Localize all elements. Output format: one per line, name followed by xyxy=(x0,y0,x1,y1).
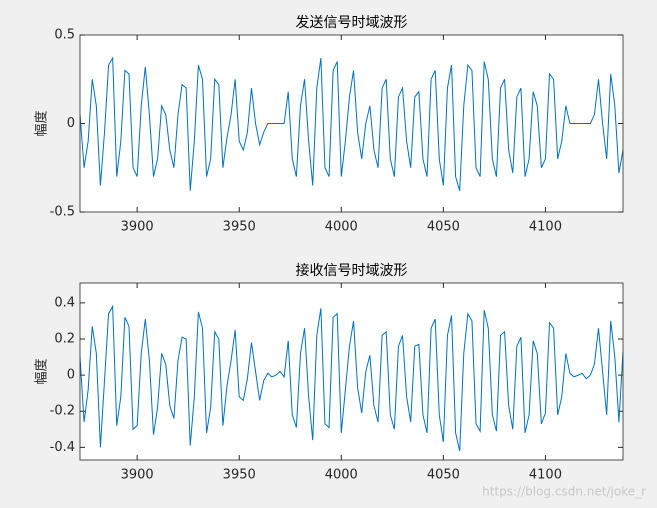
x-tick-label: 3900 xyxy=(121,468,154,483)
x-tick-label: 4000 xyxy=(325,220,358,235)
x-tick-label: 3950 xyxy=(223,220,256,235)
y-tick-label: 0.4 xyxy=(54,295,75,310)
signal-line xyxy=(80,56,623,191)
signal-line xyxy=(80,304,623,452)
x-tick-label: 4050 xyxy=(427,468,460,483)
y-tick-label: -0.4 xyxy=(50,440,75,455)
chart-title: 发送信号时域波形 xyxy=(296,15,408,31)
x-tick-label: 4050 xyxy=(427,220,460,235)
y-tick-label: 0.5 xyxy=(54,28,75,43)
y-tick-label: -0.2 xyxy=(50,404,75,419)
x-tick-label: 4000 xyxy=(325,468,358,483)
y-axis-label: 幅度 xyxy=(34,358,50,384)
plot-area xyxy=(80,283,623,460)
watermark: https://blog.csdn.net/joke_r xyxy=(482,485,646,499)
x-tick-label: 3900 xyxy=(121,220,154,235)
x-tick-label: 4100 xyxy=(529,220,562,235)
plot-area xyxy=(80,35,623,212)
chart-title: 接收信号时域波形 xyxy=(296,262,408,279)
x-tick-label: 4100 xyxy=(529,468,562,483)
y-axis-label: 幅度 xyxy=(34,110,50,136)
y-tick-label: 0 xyxy=(67,368,75,383)
x-tick-label: 3950 xyxy=(223,468,256,483)
axes-box xyxy=(79,34,624,213)
y-tick-label: 0 xyxy=(67,116,75,131)
y-tick-label: 0.2 xyxy=(54,331,75,346)
y-tick-label: -0.5 xyxy=(50,205,75,220)
axes-box xyxy=(79,282,624,461)
